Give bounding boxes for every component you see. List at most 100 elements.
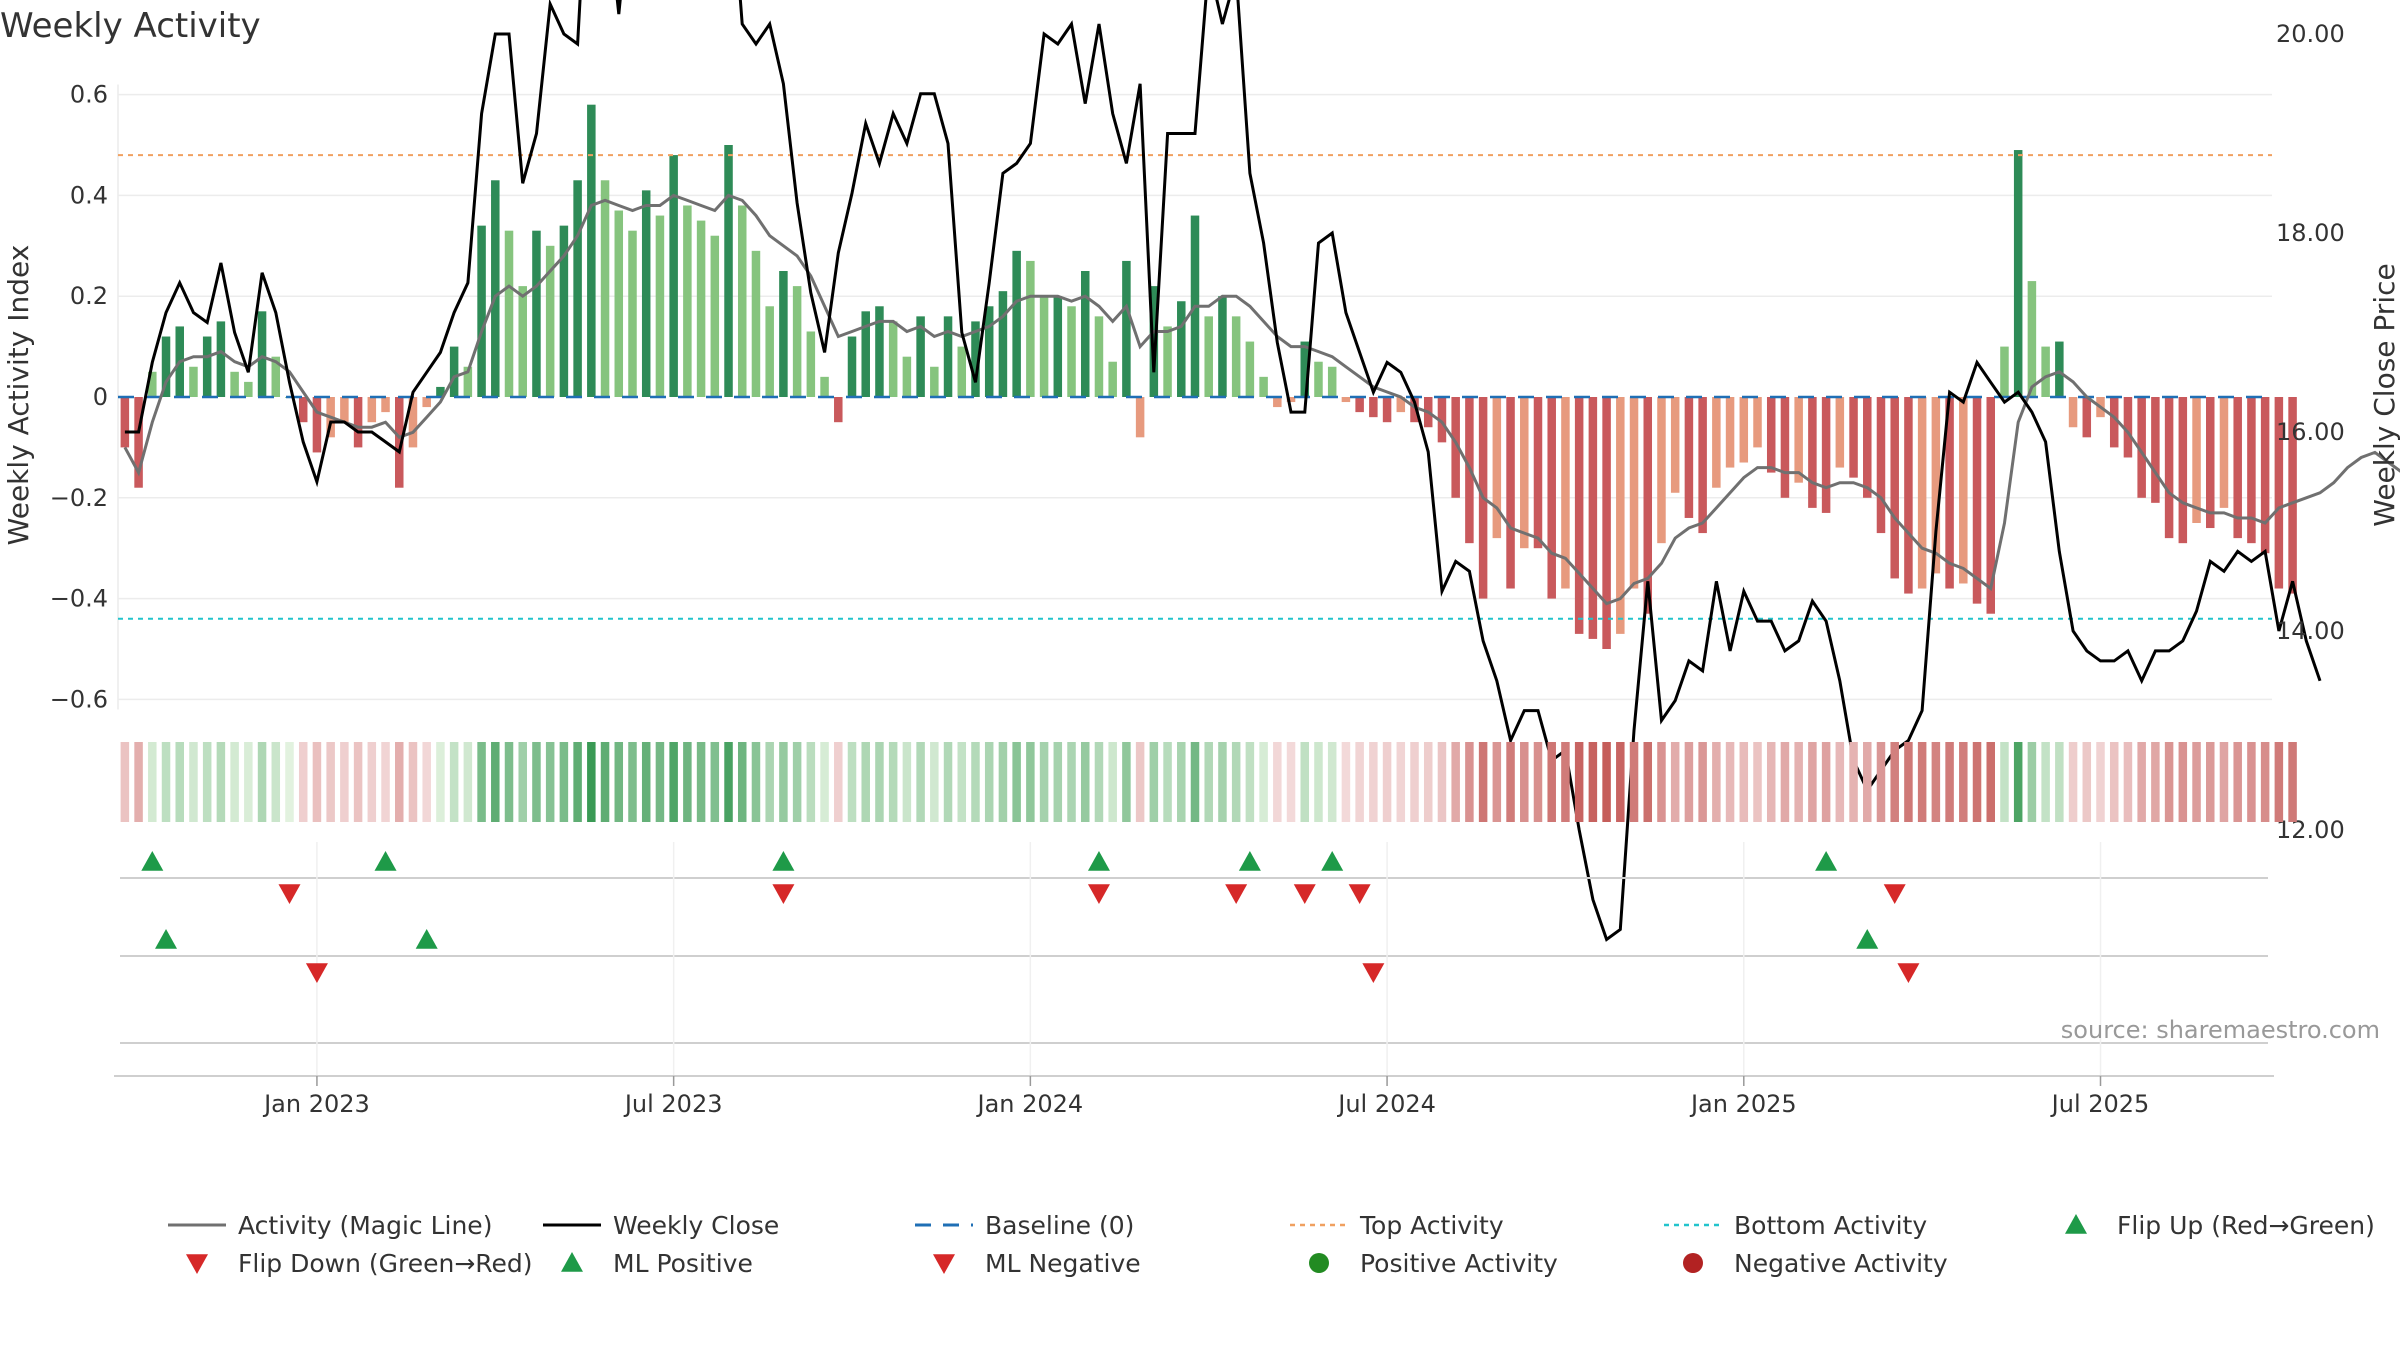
- heat-cell: [1163, 742, 1172, 822]
- activity-bar: [587, 104, 596, 398]
- heat-cell: [1876, 742, 1886, 822]
- heat-cell: [888, 742, 898, 822]
- activity-bar: [751, 250, 761, 397]
- activity-bar: [765, 306, 774, 397]
- activity-bar: [422, 397, 431, 408]
- activity-bar: [1712, 397, 1721, 488]
- activity-bar: [573, 180, 582, 397]
- activity-bar: [2178, 397, 2188, 544]
- series-lines: [123, 0, 2400, 942]
- activity-bar: [1163, 326, 1172, 397]
- y-tick-label: 0: [93, 383, 108, 411]
- heat-cell: [2123, 742, 2133, 822]
- heat-cell: [861, 742, 870, 822]
- heat-cell: [614, 742, 624, 822]
- heat-cell: [2178, 742, 2188, 822]
- activity-bar: [669, 155, 678, 397]
- heat-cell: [1753, 742, 1762, 822]
- heat-cell: [930, 742, 939, 822]
- activity-bar: [710, 235, 720, 397]
- activity-bar: [1849, 397, 1858, 478]
- activity-bar: [1122, 260, 1131, 397]
- activity-bar: [779, 271, 788, 397]
- activity-bar: [847, 336, 857, 397]
- heat-cell: [1273, 742, 1282, 822]
- activity-bar: [504, 230, 514, 397]
- activity-bar: [888, 321, 898, 397]
- heat-cell: [724, 742, 733, 822]
- heat-cell: [1286, 742, 1296, 822]
- activity-bar: [1410, 397, 1419, 423]
- heat-cell: [1437, 742, 1447, 822]
- flip-up-marker: [1238, 851, 1261, 871]
- heat-cell: [1890, 742, 1899, 822]
- activity-bar: [1520, 397, 1529, 549]
- activity-bar: [436, 386, 445, 397]
- heat-cell: [820, 742, 829, 822]
- legend-item-negact: Negative Activity: [1683, 1249, 1948, 1278]
- heat-cell: [2288, 742, 2297, 822]
- heat-cell: [943, 742, 953, 822]
- flip-up-marker: [1087, 851, 1110, 871]
- activity-bar: [943, 316, 953, 397]
- x-tick-label: Jul 2025: [2050, 1090, 2150, 1118]
- heat-cell: [353, 742, 363, 822]
- activity-bar: [875, 306, 884, 397]
- legend-triangle-down-icon: [933, 1254, 955, 1274]
- heat-cell: [600, 742, 610, 822]
- heat-cell: [298, 742, 308, 822]
- ml-positive-marker: [415, 929, 438, 949]
- heat-cell: [1547, 742, 1556, 822]
- activity-bar: [984, 306, 994, 397]
- heat-cell: [285, 742, 294, 822]
- heat-cell: [1520, 742, 1529, 822]
- activity-bar: [1135, 397, 1145, 438]
- flip-down-marker: [1883, 884, 1906, 904]
- heat-cell: [2164, 742, 2174, 822]
- activity-bar: [1588, 397, 1598, 639]
- heat-cell: [641, 742, 651, 822]
- activity-bar: [1218, 296, 1227, 397]
- activity-bar: [1794, 397, 1803, 483]
- heat-cell: [504, 742, 514, 822]
- activity-bar: [449, 346, 459, 397]
- legend-item-posact: Positive Activity: [1309, 1249, 1558, 1278]
- heat-cell: [573, 742, 582, 822]
- legend-item-close: Weekly Close: [543, 1211, 779, 1240]
- legend-label: Bottom Activity: [1734, 1211, 1927, 1240]
- activity-bar: [806, 331, 816, 397]
- heat-cell: [1794, 742, 1803, 822]
- activity-bar: [134, 397, 143, 488]
- activity-bar: [312, 397, 322, 453]
- heat-cell: [1602, 742, 1611, 822]
- activity-bar: [1863, 397, 1872, 498]
- activity-bar: [161, 336, 171, 397]
- heat-cell: [655, 742, 665, 822]
- x-tick-label: Jul 2023: [623, 1090, 723, 1118]
- activity-bar: [1959, 397, 1968, 584]
- legend-triangle-up-icon: [2065, 1214, 2087, 1234]
- activity-bar: [1094, 316, 1104, 397]
- heat-cell: [1327, 742, 1337, 822]
- heat-cell: [340, 742, 349, 822]
- heat-cell: [1821, 742, 1831, 822]
- activity-bar: [1533, 397, 1543, 549]
- heat-cell: [2096, 742, 2105, 822]
- heat-cell: [1341, 742, 1351, 822]
- activity-bar: [1053, 296, 1063, 397]
- signal-markers: [120, 842, 2268, 1078]
- activity-bars: [120, 104, 2297, 649]
- heat-cell: [971, 742, 980, 822]
- heat-cell: [751, 742, 761, 822]
- heat-cell: [737, 742, 747, 822]
- x-tick-label: Jan 2023: [262, 1090, 370, 1118]
- activity-bar: [2027, 281, 2037, 397]
- legend-label: ML Positive: [613, 1249, 753, 1278]
- activity-bar: [408, 397, 418, 448]
- activity-bar: [1492, 397, 1502, 539]
- activity-bar: [957, 346, 967, 397]
- heat-cell: [175, 742, 184, 822]
- heat-cell: [491, 742, 500, 822]
- activity-bar: [902, 356, 912, 397]
